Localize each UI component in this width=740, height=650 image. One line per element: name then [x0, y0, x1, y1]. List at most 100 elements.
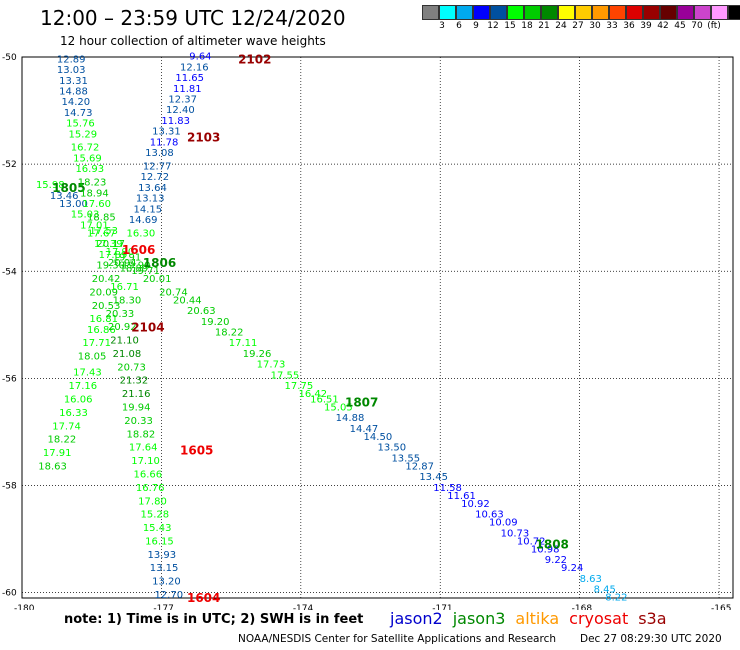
swh-value: 13.13	[136, 194, 165, 205]
swh-value: 15.29	[68, 129, 97, 140]
swh-value: 19.94	[122, 403, 151, 414]
pass-time-label: 1606	[122, 243, 155, 257]
legend-labels: 3 6 9 12 15 18 21 24 27 30 33 36 39 42 45 70 (ft)	[422, 21, 740, 35]
legend-color-scale	[422, 5, 740, 20]
swh-value: 17.55	[271, 370, 300, 381]
swh-value: 17.01	[80, 220, 109, 231]
swh-value: 14.69	[129, 215, 158, 226]
swh-value: 17.91	[43, 448, 72, 459]
swh-value: 17.67	[87, 228, 116, 239]
swh-value: 13.03	[57, 65, 86, 76]
legend-label: 30	[589, 21, 601, 31]
swh-value: 15.43	[143, 523, 172, 534]
swh-value: 19.71	[131, 266, 160, 277]
swh-value: 10.09	[489, 518, 518, 529]
swh-value: 20.94	[108, 258, 137, 269]
generated-timestamp: Dec 27 08:29:30 UTC 2020	[580, 633, 722, 645]
wave-height-map[interactable]: -180 -177 -174 -171 -168 -165 -50 -52 -54 -56 -58 -…	[0, 0, 740, 610]
swh-value: 20.33	[124, 416, 153, 427]
swh-value: 18.63	[38, 461, 67, 472]
swh-value: 13.46	[50, 191, 79, 202]
swh-value: 12.40	[166, 105, 195, 116]
color-legend: 3 6 9 12 15 18 21 24 27 30 33 36 39 42 45 70 (ft)	[422, 5, 740, 35]
swh-value: 20.44	[173, 295, 202, 306]
swh-value: 17.43	[73, 368, 102, 379]
legend-swatch	[643, 5, 660, 20]
swh-value: 18.05	[78, 352, 107, 363]
satellite-key: jason2 jason3 altika cryosat s3a	[390, 609, 677, 628]
swh-value: 20.01	[143, 274, 172, 285]
swh-value: 20.73	[117, 362, 146, 373]
swh-value: 13.08	[145, 148, 174, 159]
swh-value: 18.94	[80, 188, 109, 199]
swh-value: 16.33	[59, 408, 88, 419]
y-tick-label: -54	[2, 267, 17, 277]
swh-value: 18.22	[215, 328, 244, 339]
swh-value: 10.72	[517, 536, 546, 547]
satellite-cryosat: cryosat	[569, 609, 629, 628]
swh-value: 9.24	[561, 563, 583, 574]
swh-value: 20.17	[96, 239, 125, 250]
swh-value: 16.30	[127, 228, 156, 239]
legend-label: 3	[439, 21, 445, 31]
swh-value: 12.89	[57, 54, 86, 65]
swh-value: 16.66	[134, 469, 163, 480]
swh-value: 14.88	[59, 86, 88, 97]
swh-value: 16.15	[145, 536, 174, 547]
swh-value: 13.50	[378, 443, 407, 454]
pass-time-label: 1807	[345, 395, 378, 409]
swh-value: 19.20	[201, 317, 230, 328]
satellite-jason3: jason3	[452, 609, 506, 628]
legend-swatch	[473, 5, 490, 20]
swh-value: 16.93	[75, 164, 104, 175]
satellite-altika: altika	[515, 609, 560, 628]
pass-time-label: 1605	[180, 444, 213, 458]
legend-swatch	[677, 5, 694, 20]
swh-value: 10.73	[501, 528, 530, 539]
x-tick-label: -174	[293, 604, 314, 610]
swh-value: 17.74	[52, 421, 81, 432]
swh-value: 20.42	[92, 274, 121, 285]
swh-value: 11.65	[175, 73, 204, 84]
swh-value: 13.31	[59, 76, 88, 87]
swh-value: 18.30	[113, 295, 142, 306]
swh-value: 12.77	[143, 161, 172, 172]
legend-swatch	[728, 5, 740, 20]
swh-value: 19.91	[113, 253, 142, 264]
swh-value: 10.98	[531, 544, 560, 555]
pass-time-label: 2102	[238, 53, 271, 67]
swh-value: 17.39	[94, 239, 123, 250]
legend-label: 42	[657, 21, 669, 31]
swh-value: 17.89	[99, 250, 128, 261]
legend-label: 27	[572, 21, 584, 31]
legend-label: 21	[538, 21, 550, 31]
swh-value: 16.76	[136, 483, 165, 494]
swh-value: 15.05	[324, 403, 353, 414]
swh-value: 12.72	[141, 172, 170, 183]
legend-label: 33	[606, 21, 618, 31]
swh-value: 16.86	[87, 325, 116, 336]
x-tick-label: -177	[153, 604, 173, 610]
y-tick-label: -56	[2, 374, 17, 384]
swh-value: 18.85	[87, 212, 116, 223]
y-tick-label: -52	[2, 160, 17, 170]
swh-value: 12.16	[180, 62, 209, 73]
swh-value: 10.63	[475, 510, 504, 521]
legend-label: 18	[521, 21, 533, 31]
swh-value: 13.20	[152, 577, 181, 588]
swh-value: 12.70	[154, 590, 183, 601]
legend-swatch	[626, 5, 643, 20]
swh-value: 12.87	[405, 461, 434, 472]
legend-swatch	[609, 5, 626, 20]
page-title: 12:00 – 23:59 UTC 12/24/2020	[40, 6, 346, 30]
swh-value: 17.80	[138, 496, 167, 507]
swh-value: 20.63	[187, 306, 216, 317]
legend-swatch	[575, 5, 592, 20]
credit-text: NOAA/NESDIS Center for Satellite Applica…	[238, 633, 556, 645]
legend-swatch	[422, 5, 439, 20]
legend-swatch	[541, 5, 558, 20]
footer-note: note: 1) Time is in UTC; 2) SWH is in fe…	[64, 612, 364, 627]
swh-value: 12.37	[168, 95, 197, 106]
swh-value: 18.22	[48, 435, 77, 446]
map-frame	[21, 56, 734, 599]
